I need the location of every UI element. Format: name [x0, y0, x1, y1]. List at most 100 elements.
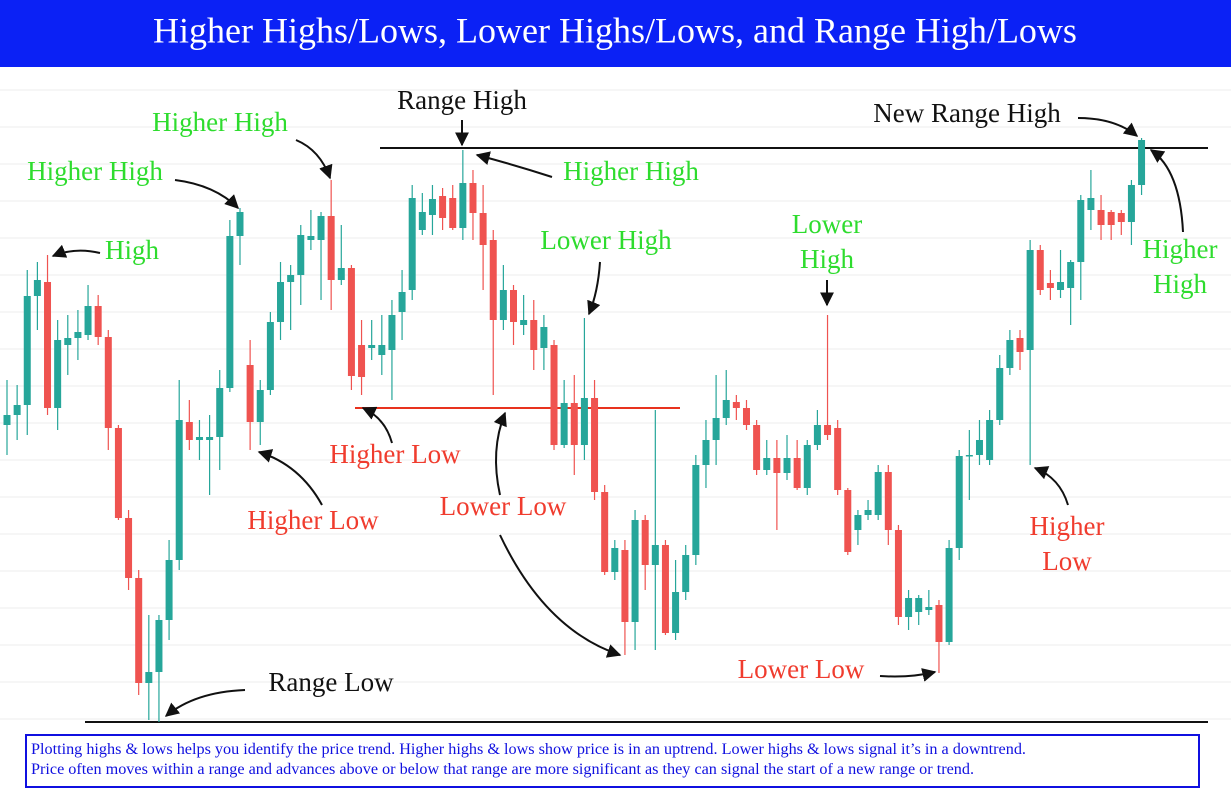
candle-body — [905, 598, 913, 617]
candle-body — [550, 345, 558, 445]
candle-body — [469, 183, 477, 213]
candle-body — [1117, 213, 1125, 222]
arrow — [257, 449, 323, 506]
candle-body — [439, 196, 447, 218]
chart: Higher Highs/Lows, Lower Highs/Lows, and… — [0, 0, 1231, 723]
candle-body — [33, 280, 41, 296]
candle-body — [641, 520, 649, 565]
candle-body — [388, 315, 396, 350]
annotation: Higher High — [563, 156, 699, 186]
candle-body — [317, 216, 325, 240]
candle-body — [104, 337, 112, 428]
candle-body — [236, 212, 244, 236]
candle-body — [621, 550, 629, 622]
arrow — [164, 689, 246, 717]
annotation: Lower Low — [440, 491, 567, 521]
candle-body — [277, 282, 285, 322]
candle-body — [1006, 340, 1014, 368]
arrow — [361, 406, 393, 444]
candle-body — [94, 306, 102, 337]
candle-body — [408, 198, 416, 290]
annotation: Lower High — [540, 225, 672, 255]
candle-body — [297, 235, 305, 275]
arrow — [493, 411, 507, 496]
annotation: New Range High — [873, 98, 1061, 128]
candle-body — [844, 490, 852, 552]
candle-body — [175, 420, 183, 560]
candle-body — [824, 425, 832, 435]
arrow — [879, 668, 937, 682]
candle-body — [753, 425, 761, 470]
candle-body — [84, 306, 92, 335]
arrow — [499, 534, 622, 658]
candle-body — [580, 398, 588, 445]
candle-body — [692, 465, 700, 555]
candle-body — [935, 605, 943, 642]
candle-body — [560, 403, 568, 445]
arrow — [1077, 117, 1139, 137]
candle-body — [996, 368, 1004, 420]
candle-body — [945, 548, 953, 642]
candle-body — [763, 458, 771, 470]
annotation: Higher High — [152, 107, 288, 137]
annotation: Higher Low — [329, 439, 461, 469]
arrow — [295, 139, 333, 180]
candle-body — [864, 510, 872, 515]
candle-body — [570, 403, 578, 445]
candle-body — [226, 236, 234, 388]
arrow — [51, 244, 101, 258]
arrow — [1033, 466, 1069, 506]
candle-body — [874, 472, 882, 515]
chart-title: Higher Highs/Lows, Lower Highs/Lows, and… — [153, 10, 1077, 50]
candle-body — [742, 408, 750, 425]
candle-body — [975, 440, 983, 455]
candle-body — [712, 418, 720, 440]
candle-body — [520, 320, 528, 325]
candle-body — [337, 268, 345, 280]
candle-body — [793, 458, 801, 488]
footer-line: Price often moves within a range and adv… — [31, 760, 975, 778]
candle-body — [44, 282, 52, 408]
candle-body — [64, 338, 72, 345]
candle-body — [114, 428, 122, 518]
candle-body — [884, 472, 892, 530]
candle-body — [682, 555, 690, 592]
candle-body — [347, 268, 355, 376]
candle-body — [834, 428, 842, 490]
candle-body — [256, 390, 264, 422]
candle-body — [601, 492, 609, 572]
candle-body — [3, 415, 11, 425]
candle-body — [661, 545, 669, 633]
candle-body — [854, 515, 862, 530]
candle-body — [651, 545, 659, 565]
candle-body — [428, 199, 436, 215]
candle-body — [135, 578, 143, 683]
candle-body — [813, 425, 821, 445]
annotation: Higher — [1030, 511, 1105, 541]
candle-body — [722, 400, 730, 418]
annotation: Higher Low — [247, 505, 379, 535]
candle-body — [368, 345, 376, 348]
candle-body — [185, 422, 193, 440]
candle-body — [206, 437, 214, 440]
candle-body — [378, 345, 386, 355]
candle-body — [195, 437, 203, 440]
candle-body — [287, 275, 295, 282]
candle-body — [358, 345, 366, 377]
arrow — [1149, 149, 1184, 233]
arrows — [51, 117, 1184, 717]
candle-body — [125, 518, 133, 578]
candle-body — [266, 322, 274, 390]
candle-body — [702, 440, 710, 465]
candle-body — [732, 402, 740, 408]
candle-body — [479, 213, 487, 245]
candle-body — [499, 290, 507, 320]
candle-body — [216, 388, 224, 437]
candle-body — [1026, 250, 1034, 350]
candle-body — [672, 592, 680, 633]
candle-body — [631, 520, 639, 622]
candle-body — [1087, 198, 1095, 210]
candle-body — [965, 455, 973, 457]
candle-body — [773, 458, 781, 473]
candle-body — [54, 340, 62, 408]
